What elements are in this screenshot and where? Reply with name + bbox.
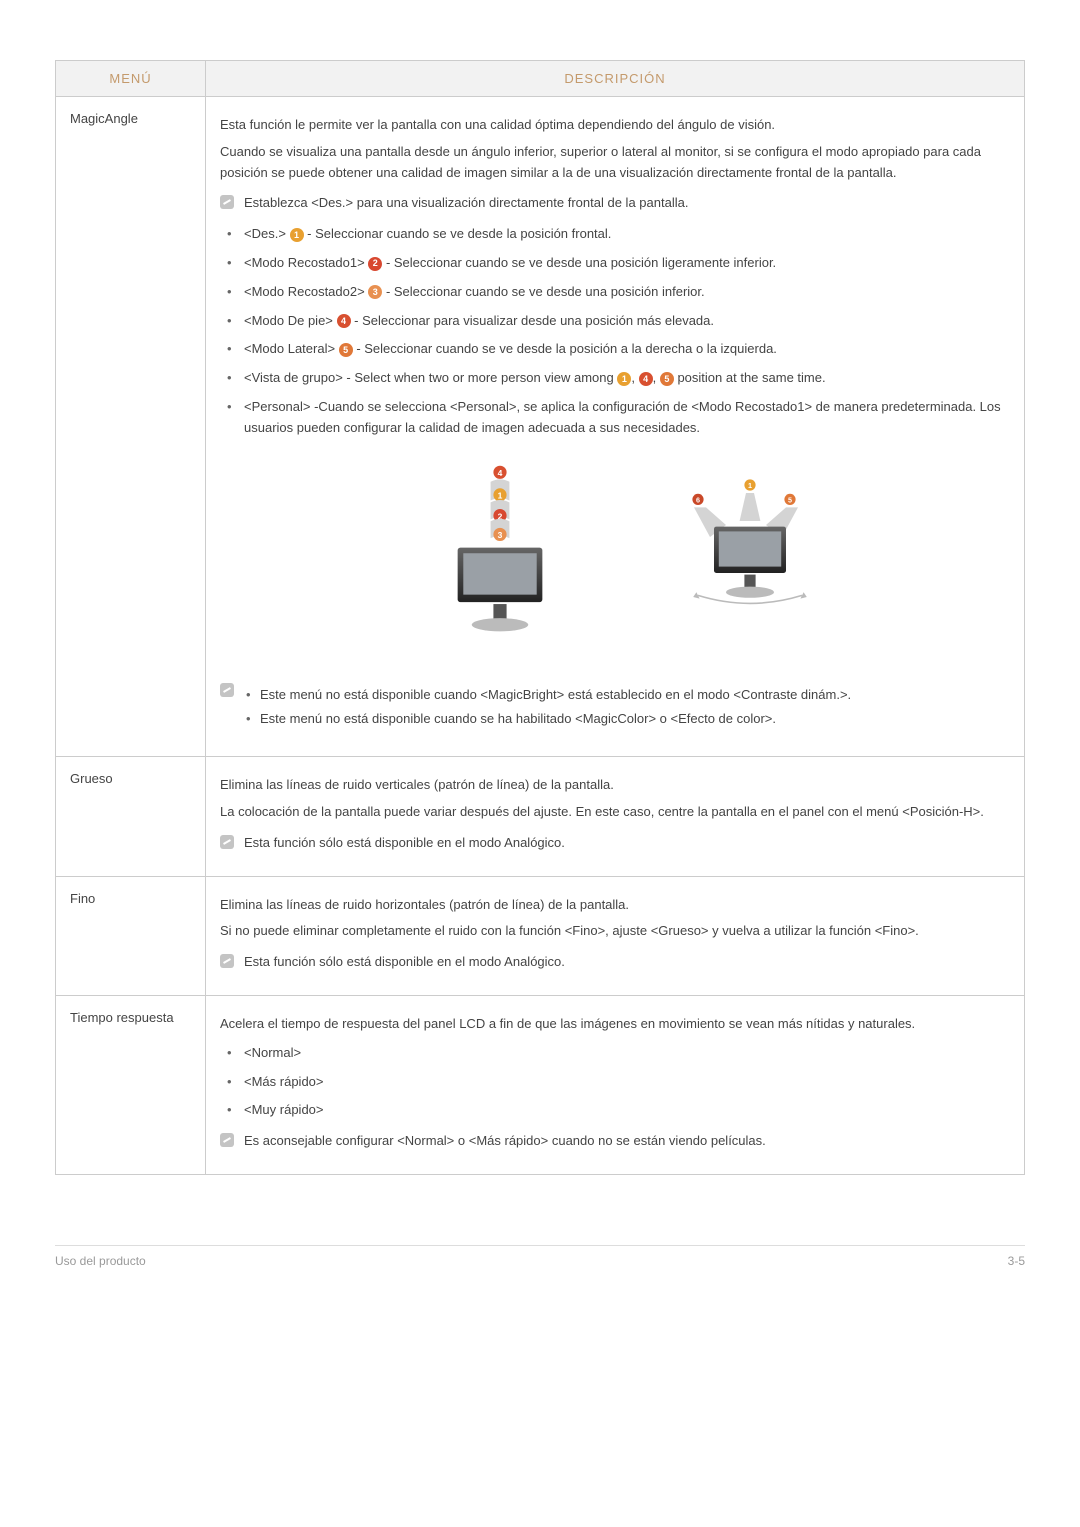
badge-4b-icon: 4 xyxy=(639,372,653,386)
table-row: MagicAngle Esta función le permite ver l… xyxy=(56,97,1025,757)
menu-tiempo: Tiempo respuesta xyxy=(56,995,206,1174)
note-block: Establezca <Des.> para una visualización… xyxy=(220,193,1010,214)
table-row: Grueso Elimina las líneas de ruido verti… xyxy=(56,757,1025,876)
fino-note: Esta función sólo está disponible en el … xyxy=(244,952,565,973)
note-icon xyxy=(220,1133,234,1147)
note-icon xyxy=(220,683,234,697)
desc-fino: Elimina las líneas de ruido horizontales… xyxy=(206,876,1025,995)
tiempo-p1: Acelera el tiempo de respuesta del panel… xyxy=(220,1014,1010,1035)
desc-grueso: Elimina las líneas de ruido verticales (… xyxy=(206,757,1025,876)
desc-magicangle: Esta función le permite ver la pantalla … xyxy=(206,97,1025,757)
table-row: Fino Elimina las líneas de ruido horizon… xyxy=(56,876,1025,995)
page-footer: Uso del producto 3-5 xyxy=(55,1245,1025,1268)
opt-grupo: <Vista de grupo> - Select when two or mo… xyxy=(224,368,1010,389)
svg-text:6: 6 xyxy=(696,495,700,504)
badge-5-icon: 5 xyxy=(339,343,353,357)
opt-masrapido: <Más rápido> xyxy=(224,1072,1010,1093)
diagram-monitor-2-icon: 1 6 5 xyxy=(650,457,810,657)
svg-text:3: 3 xyxy=(498,530,503,540)
badge-2-icon: 2 xyxy=(368,257,382,271)
grueso-p2: La colocación de la pantalla puede varia… xyxy=(220,802,1010,823)
opt-normal: <Normal> xyxy=(224,1043,1010,1064)
note-icon xyxy=(220,835,234,849)
svg-text:4: 4 xyxy=(498,468,503,478)
diagram-monitor-1-icon: 4 4 1 2 3 xyxy=(420,457,580,657)
badge-5b-icon: 5 xyxy=(660,372,674,386)
table-row: Tiempo respuesta Acelera el tiempo de re… xyxy=(56,995,1025,1174)
menu-grueso: Grueso xyxy=(56,757,206,876)
opt-lateral: <Modo Lateral> 5 - Seleccionar cuando se… xyxy=(224,339,1010,360)
note-block: Esta función sólo está disponible en el … xyxy=(220,833,1010,854)
badge-3-icon: 3 xyxy=(368,285,382,299)
fino-p1: Elimina las líneas de ruido horizontales… xyxy=(220,895,1010,916)
tiempo-options: <Normal> <Más rápido> <Muy rápido> xyxy=(224,1043,1010,1121)
menu-fino: Fino xyxy=(56,876,206,995)
note-block-2: Este menú no está disponible cuando <Mag… xyxy=(220,681,1010,735)
opt-depie: <Modo De pie> 4 - Seleccionar para visua… xyxy=(224,311,1010,332)
desc-tiempo: Acelera el tiempo de respuesta del panel… xyxy=(206,995,1025,1174)
header-menu: MENÚ xyxy=(56,61,206,97)
svg-text:5: 5 xyxy=(788,495,792,504)
menu-table: MENÚ DESCRIPCIÓN MagicAngle Esta función… xyxy=(55,60,1025,1175)
menu-magicangle: MagicAngle xyxy=(56,97,206,757)
footer-left: Uso del producto xyxy=(55,1254,146,1268)
opt-des: <Des.> 1 - Seleccionar cuando se ve desd… xyxy=(224,224,1010,245)
badge-1-icon: 1 xyxy=(290,228,304,242)
magicangle-notes-list: Este menú no está disponible cuando <Mag… xyxy=(244,681,1010,735)
badge-1b-icon: 1 xyxy=(617,372,631,386)
note-icon xyxy=(220,195,234,209)
grueso-p1: Elimina las líneas de ruido verticales (… xyxy=(220,775,1010,796)
magicangle-options: <Des.> 1 - Seleccionar cuando se ve desd… xyxy=(224,224,1010,438)
magicangle-note1: Establezca <Des.> para una visualización… xyxy=(244,193,688,214)
note-icon xyxy=(220,954,234,968)
badge-4-icon: 4 xyxy=(337,314,351,328)
opt-recostado2: <Modo Recostado2> 3 - Seleccionar cuando… xyxy=(224,282,1010,303)
svg-text:1: 1 xyxy=(748,481,752,490)
header-desc: DESCRIPCIÓN xyxy=(206,61,1025,97)
magicangle-intro1: Esta función le permite ver la pantalla … xyxy=(220,115,1010,136)
angle-diagram: 4 4 1 2 3 xyxy=(220,457,1010,657)
grueso-note: Esta función sólo está disponible en el … xyxy=(244,833,565,854)
opt-personal: <Personal> -Cuando se selecciona <Person… xyxy=(224,397,1010,439)
svg-text:1: 1 xyxy=(498,490,503,500)
tiempo-note: Es aconsejable configurar <Normal> o <Má… xyxy=(244,1131,766,1152)
note-magiccolor: Este menú no está disponible cuando se h… xyxy=(244,709,1010,730)
opt-recostado1: <Modo Recostado1> 2 - Seleccionar cuando… xyxy=(224,253,1010,274)
note-block: Es aconsejable configurar <Normal> o <Má… xyxy=(220,1131,1010,1152)
note-magicbright: Este menú no está disponible cuando <Mag… xyxy=(244,685,1010,706)
fino-p2: Si no puede eliminar completamente el ru… xyxy=(220,921,1010,942)
magicangle-intro2: Cuando se visualiza una pantalla desde u… xyxy=(220,142,1010,184)
opt-muyrapido: <Muy rápido> xyxy=(224,1100,1010,1121)
footer-right: 3-5 xyxy=(1008,1254,1025,1268)
note-block: Esta función sólo está disponible en el … xyxy=(220,952,1010,973)
